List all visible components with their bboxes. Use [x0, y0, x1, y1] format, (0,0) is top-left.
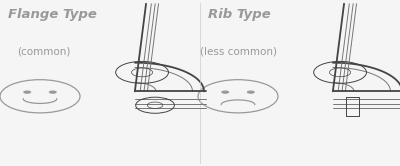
Circle shape	[49, 90, 57, 94]
Circle shape	[221, 90, 229, 94]
Text: Rib Type: Rib Type	[208, 8, 271, 21]
Text: (less common): (less common)	[200, 46, 276, 56]
Circle shape	[247, 90, 255, 94]
Text: Flange Type: Flange Type	[8, 8, 97, 21]
Text: (common): (common)	[17, 46, 71, 56]
Circle shape	[23, 90, 31, 94]
